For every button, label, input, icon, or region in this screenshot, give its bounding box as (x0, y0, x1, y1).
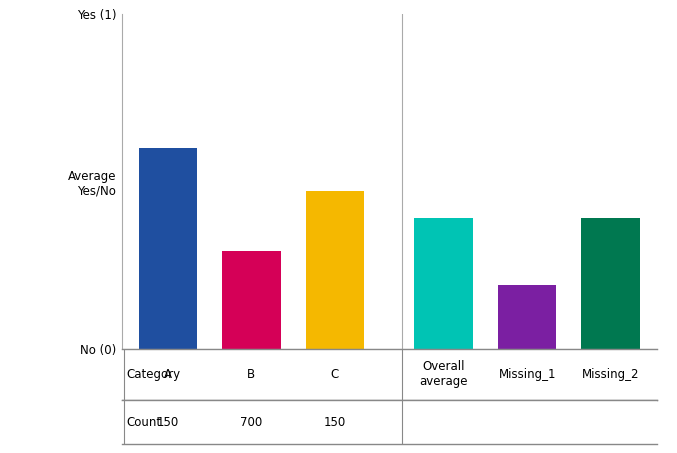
Bar (582, 218, 640, 349)
Text: Missing_2: Missing_2 (582, 368, 640, 381)
Text: C: C (331, 368, 339, 381)
Bar (222, 251, 281, 349)
Text: Missing_1: Missing_1 (498, 368, 556, 381)
Bar (414, 218, 473, 349)
Text: A: A (164, 368, 172, 381)
Text: Category: Category (126, 368, 180, 381)
Text: 700: 700 (240, 415, 263, 429)
Text: 150: 150 (324, 415, 346, 429)
Text: B: B (247, 368, 255, 381)
Text: Count: Count (126, 415, 161, 429)
Text: Overall
average: Overall average (419, 361, 468, 388)
Text: 150: 150 (156, 415, 179, 429)
Bar (498, 285, 556, 349)
Bar (139, 148, 197, 349)
Bar (306, 191, 364, 349)
